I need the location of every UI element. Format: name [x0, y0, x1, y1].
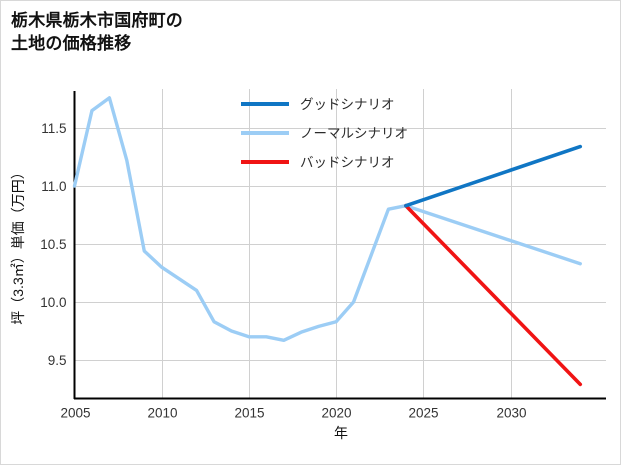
y-tick-label: 10.5 — [40, 237, 66, 252]
y-tick-label: 10.0 — [40, 295, 66, 310]
page-title: 栃木県栃木市国府町の 土地の価格推移 — [11, 11, 183, 54]
x-tick-label: 2015 — [234, 406, 264, 421]
series-line-bad — [404, 203, 583, 387]
x-tick-label: 2005 — [60, 406, 90, 421]
legend-label: グッドシナリオ — [300, 97, 395, 112]
y-tick-label: 9.5 — [48, 353, 67, 368]
x-tick-label: 2010 — [147, 406, 177, 421]
y-axis-title: 坪（3.3㎡）単価（万円） — [10, 165, 26, 324]
y-tick-label: 11.0 — [41, 179, 66, 194]
x-axis-ticks: 2005 2010 2015 2020 2025 2030 — [60, 406, 526, 421]
legend-label: バッドシナリオ — [300, 155, 395, 170]
x-tick-label: 2020 — [321, 406, 351, 421]
y-axis-ticks: 9.5 10.0 10.5 11.0 11.5 — [40, 121, 66, 368]
legend-label: ノーマルシナリオ — [300, 126, 408, 141]
x-axis-title: 年 — [334, 425, 348, 441]
x-tick-label: 2025 — [408, 406, 438, 421]
x-tick-label: 2030 — [496, 406, 526, 421]
series-line-normal — [72, 96, 582, 342]
series-group — [72, 96, 583, 387]
y-tick-label: 11.5 — [41, 121, 66, 136]
series-line-good — [404, 144, 583, 208]
